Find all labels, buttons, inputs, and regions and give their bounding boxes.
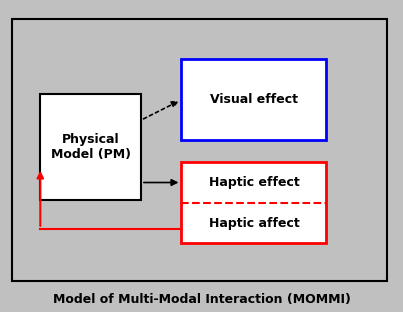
Text: Physical
Model (PM): Physical Model (PM) [51, 133, 131, 161]
Bar [12, 19, 387, 281]
Text: Model of Multi-Modal Interaction (MOMMI): Model of Multi-Modal Interaction (MOMMI) [52, 293, 351, 306]
Text: Haptic effect: Haptic effect [208, 176, 299, 189]
Text: Haptic affect: Haptic affect [208, 217, 299, 230]
Text: Visual effect: Visual effect [210, 93, 298, 106]
Bar [181, 162, 326, 243]
Bar [181, 59, 326, 140]
Bar [40, 94, 141, 200]
